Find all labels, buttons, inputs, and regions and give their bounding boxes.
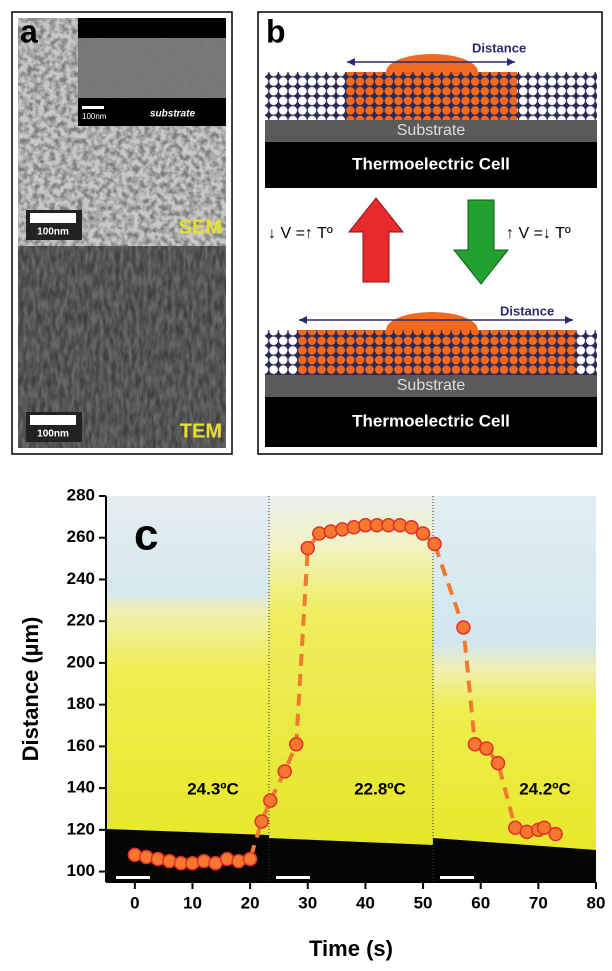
scale-bar xyxy=(30,213,76,223)
x-tick-label: 40 xyxy=(356,893,375,912)
y-tick-label: 240 xyxy=(67,569,95,588)
x-tick-label: 60 xyxy=(471,893,490,912)
x-tick-label: 50 xyxy=(414,893,433,912)
data-point xyxy=(347,521,360,534)
inset-texture xyxy=(78,38,226,98)
data-point xyxy=(232,855,245,868)
relation-right: ↑ V =↓ Tº xyxy=(506,225,571,242)
temperature-label: 24.3ºC xyxy=(187,779,239,798)
scale-bar xyxy=(440,876,474,879)
data-point xyxy=(186,857,199,870)
x-tick-label: 10 xyxy=(183,893,202,912)
y-tick-label: 160 xyxy=(67,736,95,755)
x-axis-title: Time (s) xyxy=(309,936,393,961)
data-point xyxy=(480,742,493,755)
inset-scale: 100nm xyxy=(82,112,107,121)
cell-label: Thermoelectric Cell xyxy=(352,411,510,430)
temperature-label: 24.2ºC xyxy=(519,779,571,798)
data-point xyxy=(457,621,470,634)
data-point xyxy=(417,527,430,540)
data-point xyxy=(290,738,303,751)
inset-text: substrate xyxy=(150,109,195,120)
data-point xyxy=(128,848,141,861)
chart-background xyxy=(106,496,596,882)
y-tick-label: 140 xyxy=(67,778,95,797)
x-tick-label: 80 xyxy=(587,893,606,912)
distance-label: Distance xyxy=(500,303,554,318)
tem-scale: 100nm xyxy=(37,429,69,440)
data-point xyxy=(428,537,441,550)
temperature-label: 22.8ºC xyxy=(354,779,406,798)
x-tick-label: 0 xyxy=(130,893,139,912)
x-tick-label: 30 xyxy=(298,893,317,912)
data-point xyxy=(313,527,326,540)
substrate-label: Substrate xyxy=(397,377,466,394)
y-tick-label: 280 xyxy=(67,485,95,504)
sem-scale: 100nm xyxy=(37,227,69,238)
panel-a: 100nm substrate a 100nm SEM 100nm TEM xyxy=(12,12,232,454)
data-point xyxy=(520,825,533,838)
data-point xyxy=(163,855,176,868)
data-point xyxy=(394,519,407,532)
x-tick-label: 70 xyxy=(529,893,548,912)
y-tick-label: 120 xyxy=(67,819,95,838)
y-tick-label: 180 xyxy=(67,694,95,713)
panel-b: b Substrate Thermoelectric Cell Distance… xyxy=(258,12,602,454)
scale-bar xyxy=(82,106,104,109)
wetted-film xyxy=(297,330,575,375)
data-point xyxy=(198,855,211,868)
y-tick-label: 260 xyxy=(67,527,95,546)
data-point xyxy=(336,523,349,536)
data-point xyxy=(264,794,277,807)
page: {"panels": { "a": {"label": "a", "inset_… xyxy=(0,0,612,971)
data-point xyxy=(140,850,153,863)
scale-bar xyxy=(116,876,150,879)
panel-label: b xyxy=(266,13,286,49)
scale-bar xyxy=(276,876,310,879)
cell-label: Thermoelectric Cell xyxy=(352,154,510,173)
panel-label: a xyxy=(20,13,38,49)
wetted-film xyxy=(345,72,517,120)
sem-label: SEM xyxy=(179,216,222,238)
data-point xyxy=(278,765,291,778)
y-tick-label: 200 xyxy=(67,652,95,671)
distance-label: Distance xyxy=(472,40,526,55)
y-tick-label: 220 xyxy=(67,611,95,630)
bg-dark xyxy=(269,838,433,882)
data-point xyxy=(301,542,314,555)
data-point xyxy=(244,853,257,866)
data-point xyxy=(221,853,234,866)
y-axis-title: Distance (µm) xyxy=(18,617,43,762)
substrate-label: Substrate xyxy=(397,122,466,139)
data-point xyxy=(324,525,337,538)
data-point xyxy=(492,757,505,770)
figure: 100nm substrate a 100nm SEM 100nm TEM b … xyxy=(0,0,612,971)
data-point xyxy=(151,853,164,866)
tem-label: TEM xyxy=(180,420,222,442)
relation-left: ↓ V =↑ Tº xyxy=(268,225,333,242)
scale-bar xyxy=(30,415,76,425)
x-tick-label: 20 xyxy=(241,893,260,912)
data-point xyxy=(549,828,562,841)
bg-frame xyxy=(269,496,433,882)
y-tick-label: 100 xyxy=(67,861,95,880)
bg-frame xyxy=(106,496,269,882)
panel-label: c xyxy=(134,511,158,560)
data-point xyxy=(255,815,268,828)
